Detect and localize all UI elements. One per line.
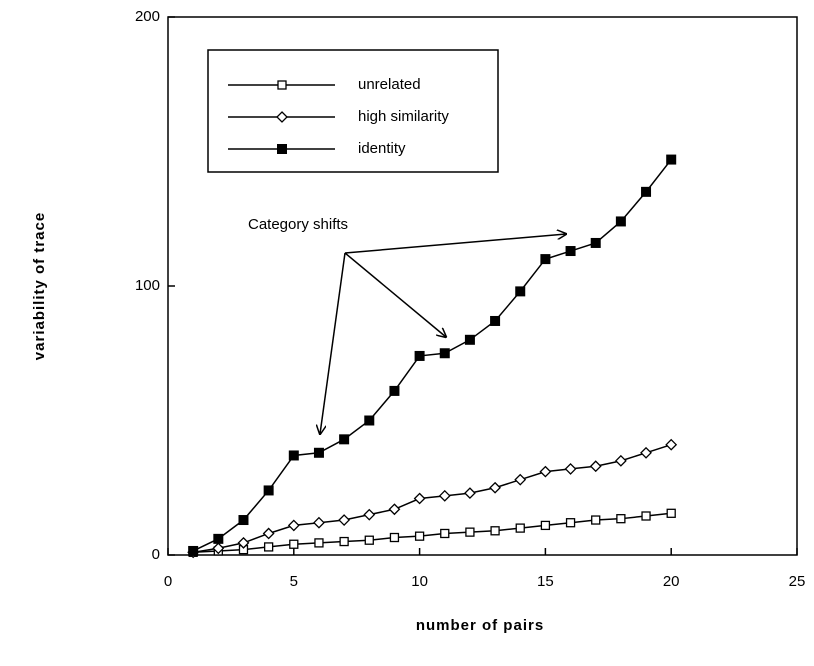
data-point — [287, 519, 300, 532]
data-point — [490, 315, 501, 326]
data-point — [438, 489, 451, 502]
data-point — [313, 447, 324, 458]
data-point — [616, 514, 626, 524]
data-point — [213, 533, 224, 544]
data-point — [389, 385, 400, 396]
y-tick-label: 200 — [135, 8, 160, 25]
y-axis-label: variability of trace — [31, 212, 48, 360]
legend-label: unrelated — [358, 76, 421, 93]
annotation: Category shifts — [248, 216, 348, 233]
x-tick-label: 20 — [663, 573, 680, 590]
x-tick-label: 15 — [537, 573, 554, 590]
data-point — [565, 518, 576, 528]
x-axis-label: number of pairs — [416, 617, 544, 634]
data-point — [364, 415, 375, 426]
legend-marker — [277, 144, 287, 154]
data-point — [440, 528, 450, 539]
x-tick-label: 10 — [411, 573, 428, 590]
y-tick-label: 0 — [152, 546, 160, 563]
series-line — [193, 443, 672, 554]
legend-label: high similarity — [358, 108, 449, 125]
data-point — [339, 434, 350, 445]
data-point — [666, 154, 677, 165]
data-point — [364, 535, 374, 545]
data-point — [666, 508, 676, 518]
legend-marker — [276, 111, 288, 123]
data-point — [237, 536, 250, 549]
data-point — [388, 503, 401, 516]
x-tick-label: 25 — [789, 573, 806, 590]
data-point — [489, 481, 501, 494]
data-point — [641, 511, 651, 521]
legend-marker — [277, 80, 287, 90]
data-point — [591, 515, 601, 525]
data-point — [465, 527, 475, 537]
data-point — [263, 542, 274, 552]
data-point — [339, 536, 349, 547]
data-point — [540, 520, 551, 531]
data-point — [313, 516, 325, 529]
data-point — [540, 254, 551, 265]
data-point — [188, 545, 199, 556]
data-point — [564, 463, 577, 475]
data-point — [263, 485, 274, 496]
data-point — [262, 527, 275, 540]
data-point — [439, 348, 450, 359]
data-point — [590, 237, 601, 248]
data-point — [464, 334, 475, 345]
data-point — [514, 473, 527, 486]
data-point — [515, 523, 525, 533]
data-point — [413, 492, 426, 505]
x-tick-label: 5 — [290, 573, 298, 590]
annotation-arrows — [320, 234, 566, 434]
x-tick-label: 0 — [164, 573, 172, 590]
data-point — [414, 350, 425, 361]
data-point — [288, 450, 299, 461]
legend-box — [207, 49, 499, 173]
data-point — [414, 531, 425, 541]
data-point — [614, 454, 627, 467]
legend-label: identity — [358, 140, 406, 157]
data-point — [314, 538, 324, 548]
data-point — [641, 186, 652, 197]
data-point — [615, 216, 626, 227]
data-point — [589, 460, 602, 473]
data-point — [515, 286, 526, 297]
data-point — [238, 515, 249, 526]
data-point — [289, 539, 299, 549]
data-point — [640, 446, 652, 459]
data-point — [338, 514, 351, 526]
data-point — [665, 438, 678, 451]
data-point — [363, 508, 376, 521]
data-point — [389, 532, 400, 543]
data-point — [539, 465, 552, 478]
data-point — [565, 246, 576, 257]
data-point — [464, 487, 476, 500]
data-point — [490, 526, 500, 536]
data-point — [212, 542, 225, 555]
y-tick-label: 100 — [135, 277, 160, 294]
